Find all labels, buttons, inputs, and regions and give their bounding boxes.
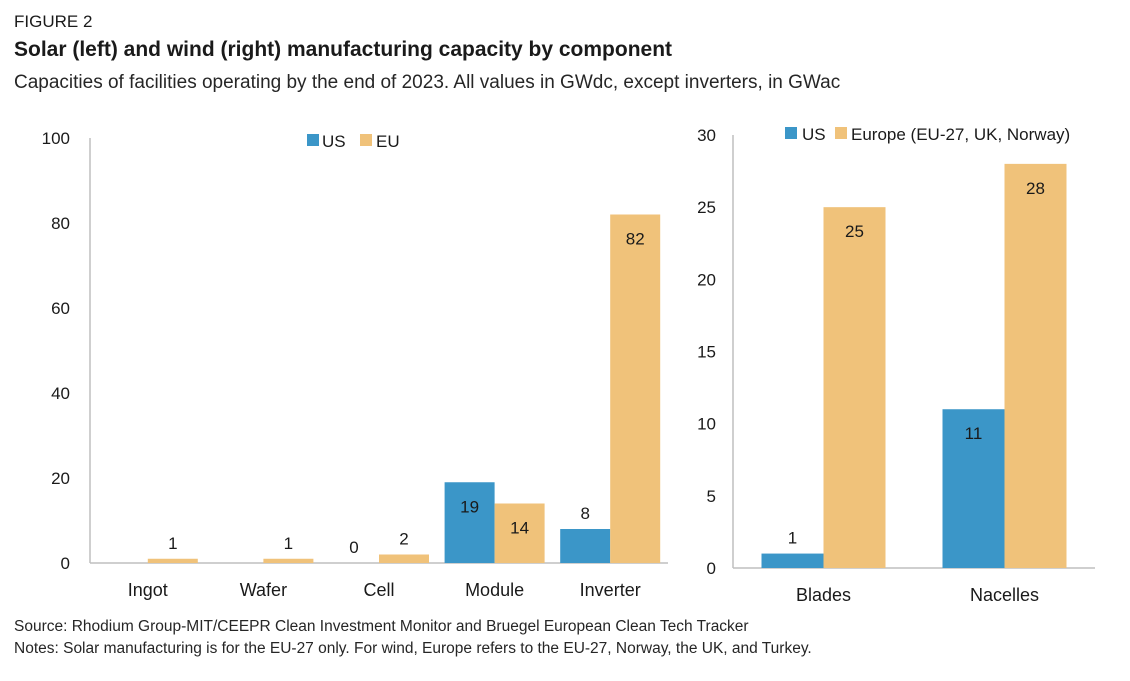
solar-data-label: 14 — [510, 519, 529, 538]
wind-bar-eu — [1004, 163, 1067, 568]
wind-bar-eu — [823, 207, 886, 568]
solar-legend-label: EU — [376, 132, 400, 151]
solar-y-tick-label: 20 — [51, 469, 70, 488]
wind-category-label: Blades — [796, 585, 851, 605]
wind-bar-us — [942, 409, 1005, 568]
solar-data-label: 8 — [580, 504, 589, 523]
wind-y-tick-label: 0 — [707, 559, 716, 578]
wind-y-tick-label: 15 — [697, 343, 716, 362]
wind-y-tick-label: 25 — [697, 198, 716, 217]
wind-category-label: Nacelles — [970, 585, 1039, 605]
wind-y-tick-label: 5 — [707, 487, 716, 506]
chart-subtitle: Capacities of facilities operating by th… — [14, 72, 841, 93]
solar-data-label: 19 — [460, 497, 479, 516]
solar-y-tick-label: 80 — [51, 214, 70, 233]
wind-legend-label: US — [802, 125, 826, 144]
notes: Notes: Solar manufacturing is for the EU… — [14, 640, 812, 657]
wind-data-label: 11 — [965, 424, 983, 443]
solar-data-label: 1 — [284, 534, 293, 553]
solar-category-label: Inverter — [580, 580, 641, 600]
wind-y-tick-label: 20 — [697, 270, 716, 289]
wind-legend-label: Europe (EU-27, UK, Norway) — [851, 125, 1070, 144]
solar-bar-eu — [147, 558, 198, 563]
source-note: Source: Rhodium Group-MIT/CEEPR Clean In… — [14, 618, 749, 635]
wind-data-label: 28 — [1026, 179, 1045, 198]
wind-data-label: 1 — [788, 529, 797, 548]
wind-y-tick-label: 10 — [697, 415, 716, 434]
solar-legend-label: US — [322, 132, 346, 151]
solar-data-label: 1 — [168, 534, 177, 553]
solar-data-label: 0 — [349, 538, 358, 557]
figure-label: FIGURE 2 — [14, 12, 93, 31]
solar-data-label: 82 — [626, 230, 645, 249]
solar-bar-us — [444, 482, 495, 563]
solar-category-label: Cell — [363, 580, 394, 600]
wind-y-tick-label: 30 — [697, 126, 716, 145]
solar-y-tick-label: 100 — [42, 129, 70, 148]
solar-y-tick-label: 40 — [51, 384, 70, 403]
solar-legend-swatch — [307, 134, 319, 146]
solar-bar-eu — [494, 503, 545, 563]
solar-category-label: Ingot — [128, 580, 168, 600]
solar-data-label: 2 — [399, 530, 408, 549]
wind-data-label: 25 — [845, 222, 864, 241]
solar-bar-us — [560, 529, 611, 563]
solar-category-label: Module — [465, 580, 524, 600]
chart-title: Solar (left) and wind (right) manufactur… — [14, 38, 673, 61]
solar-legend-swatch — [360, 134, 372, 146]
solar-bar-eu — [610, 214, 661, 563]
wind-legend-swatch — [785, 127, 797, 139]
solar-bar-eu — [263, 558, 314, 563]
solar-bar-eu — [379, 554, 429, 563]
wind-bar-us — [761, 553, 824, 568]
wind-legend-swatch — [835, 127, 847, 139]
solar-y-tick-label: 60 — [51, 299, 70, 318]
solar-category-label: Wafer — [240, 580, 287, 600]
solar-y-tick-label: 0 — [61, 554, 70, 573]
